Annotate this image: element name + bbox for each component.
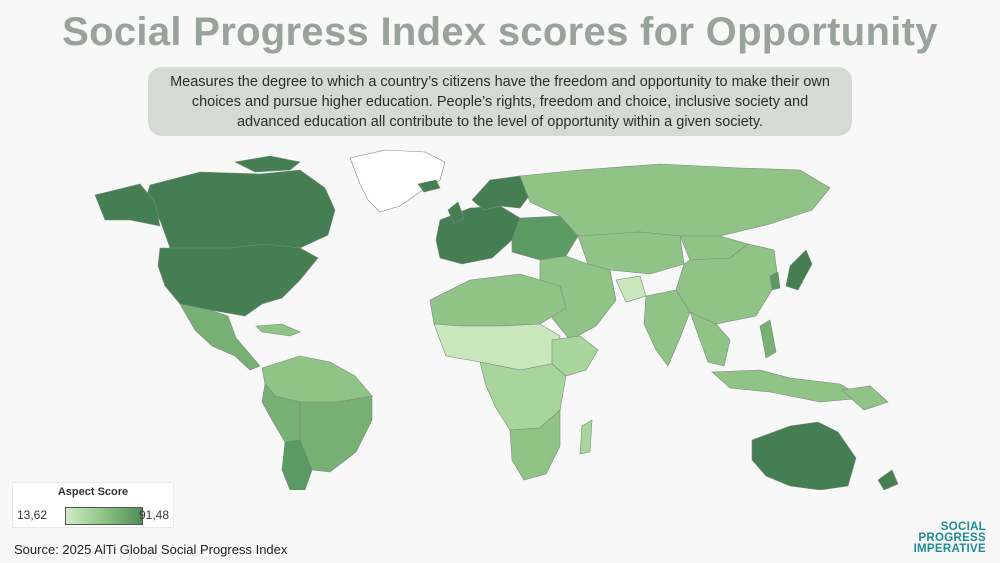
region-canada[interactable]: [144, 169, 336, 249]
region-indonesia[interactable]: [711, 369, 865, 403]
legend-min-value: 13,62: [17, 508, 48, 522]
description-box: Measures the degree to which a country’s…: [148, 67, 852, 136]
legend-color-scale: [65, 507, 143, 525]
region-greenland[interactable]: [349, 149, 446, 213]
region-russia[interactable]: [519, 163, 831, 237]
region-korea[interactable]: [769, 271, 781, 291]
region-alaska[interactable]: [94, 183, 161, 227]
region-south-america-north[interactable]: [261, 355, 373, 403]
region-caribbean[interactable]: [255, 323, 301, 337]
legend-title: Aspect Score: [57, 486, 129, 498]
region-western-europe[interactable]: [435, 205, 521, 265]
region-mexico[interactable]: [179, 303, 261, 371]
source-note: Source: 2025 AlTi Global Social Progress…: [14, 542, 288, 557]
region-philippines[interactable]: [759, 319, 777, 359]
region-australia[interactable]: [751, 421, 857, 490]
logo-line-3: IMPERATIVE: [913, 543, 986, 555]
region-japan[interactable]: [785, 249, 813, 291]
region-scandinavia[interactable]: [471, 175, 533, 211]
region-brazil[interactable]: [299, 395, 373, 473]
legend: Aspect Score 13,62 91,48: [12, 482, 174, 528]
region-southern-africa[interactable]: [509, 409, 561, 481]
organization-logo: SOCIAL PROGRESS IMPERATIVE: [913, 521, 986, 555]
region-uk[interactable]: [447, 201, 465, 225]
logo-line-1: SOCIAL: [940, 521, 986, 533]
legend-max-value: 91,48: [138, 508, 169, 522]
region-sahel[interactable]: [433, 323, 561, 371]
region-iceland[interactable]: [417, 179, 441, 193]
region-southern-cone[interactable]: [281, 439, 313, 490]
map-title: Social Progress Index scores for Opportu…: [62, 10, 938, 54]
region-south-asia[interactable]: [643, 289, 691, 367]
region-madagascar[interactable]: [579, 419, 593, 455]
description-text: Measures the degree to which a country’s…: [170, 73, 830, 130]
region-arctic-islands[interactable]: [234, 155, 301, 173]
region-new-guinea[interactable]: [841, 385, 889, 411]
region-afghanistan[interactable]: [615, 275, 647, 303]
world-map: [94, 149, 899, 490]
region-north-africa[interactable]: [429, 273, 567, 327]
region-usa[interactable]: [157, 243, 319, 317]
region-new-zealand[interactable]: [877, 469, 899, 490]
logo-line-2: PROGRESS: [918, 532, 986, 544]
region-southeast-asia[interactable]: [689, 311, 731, 367]
